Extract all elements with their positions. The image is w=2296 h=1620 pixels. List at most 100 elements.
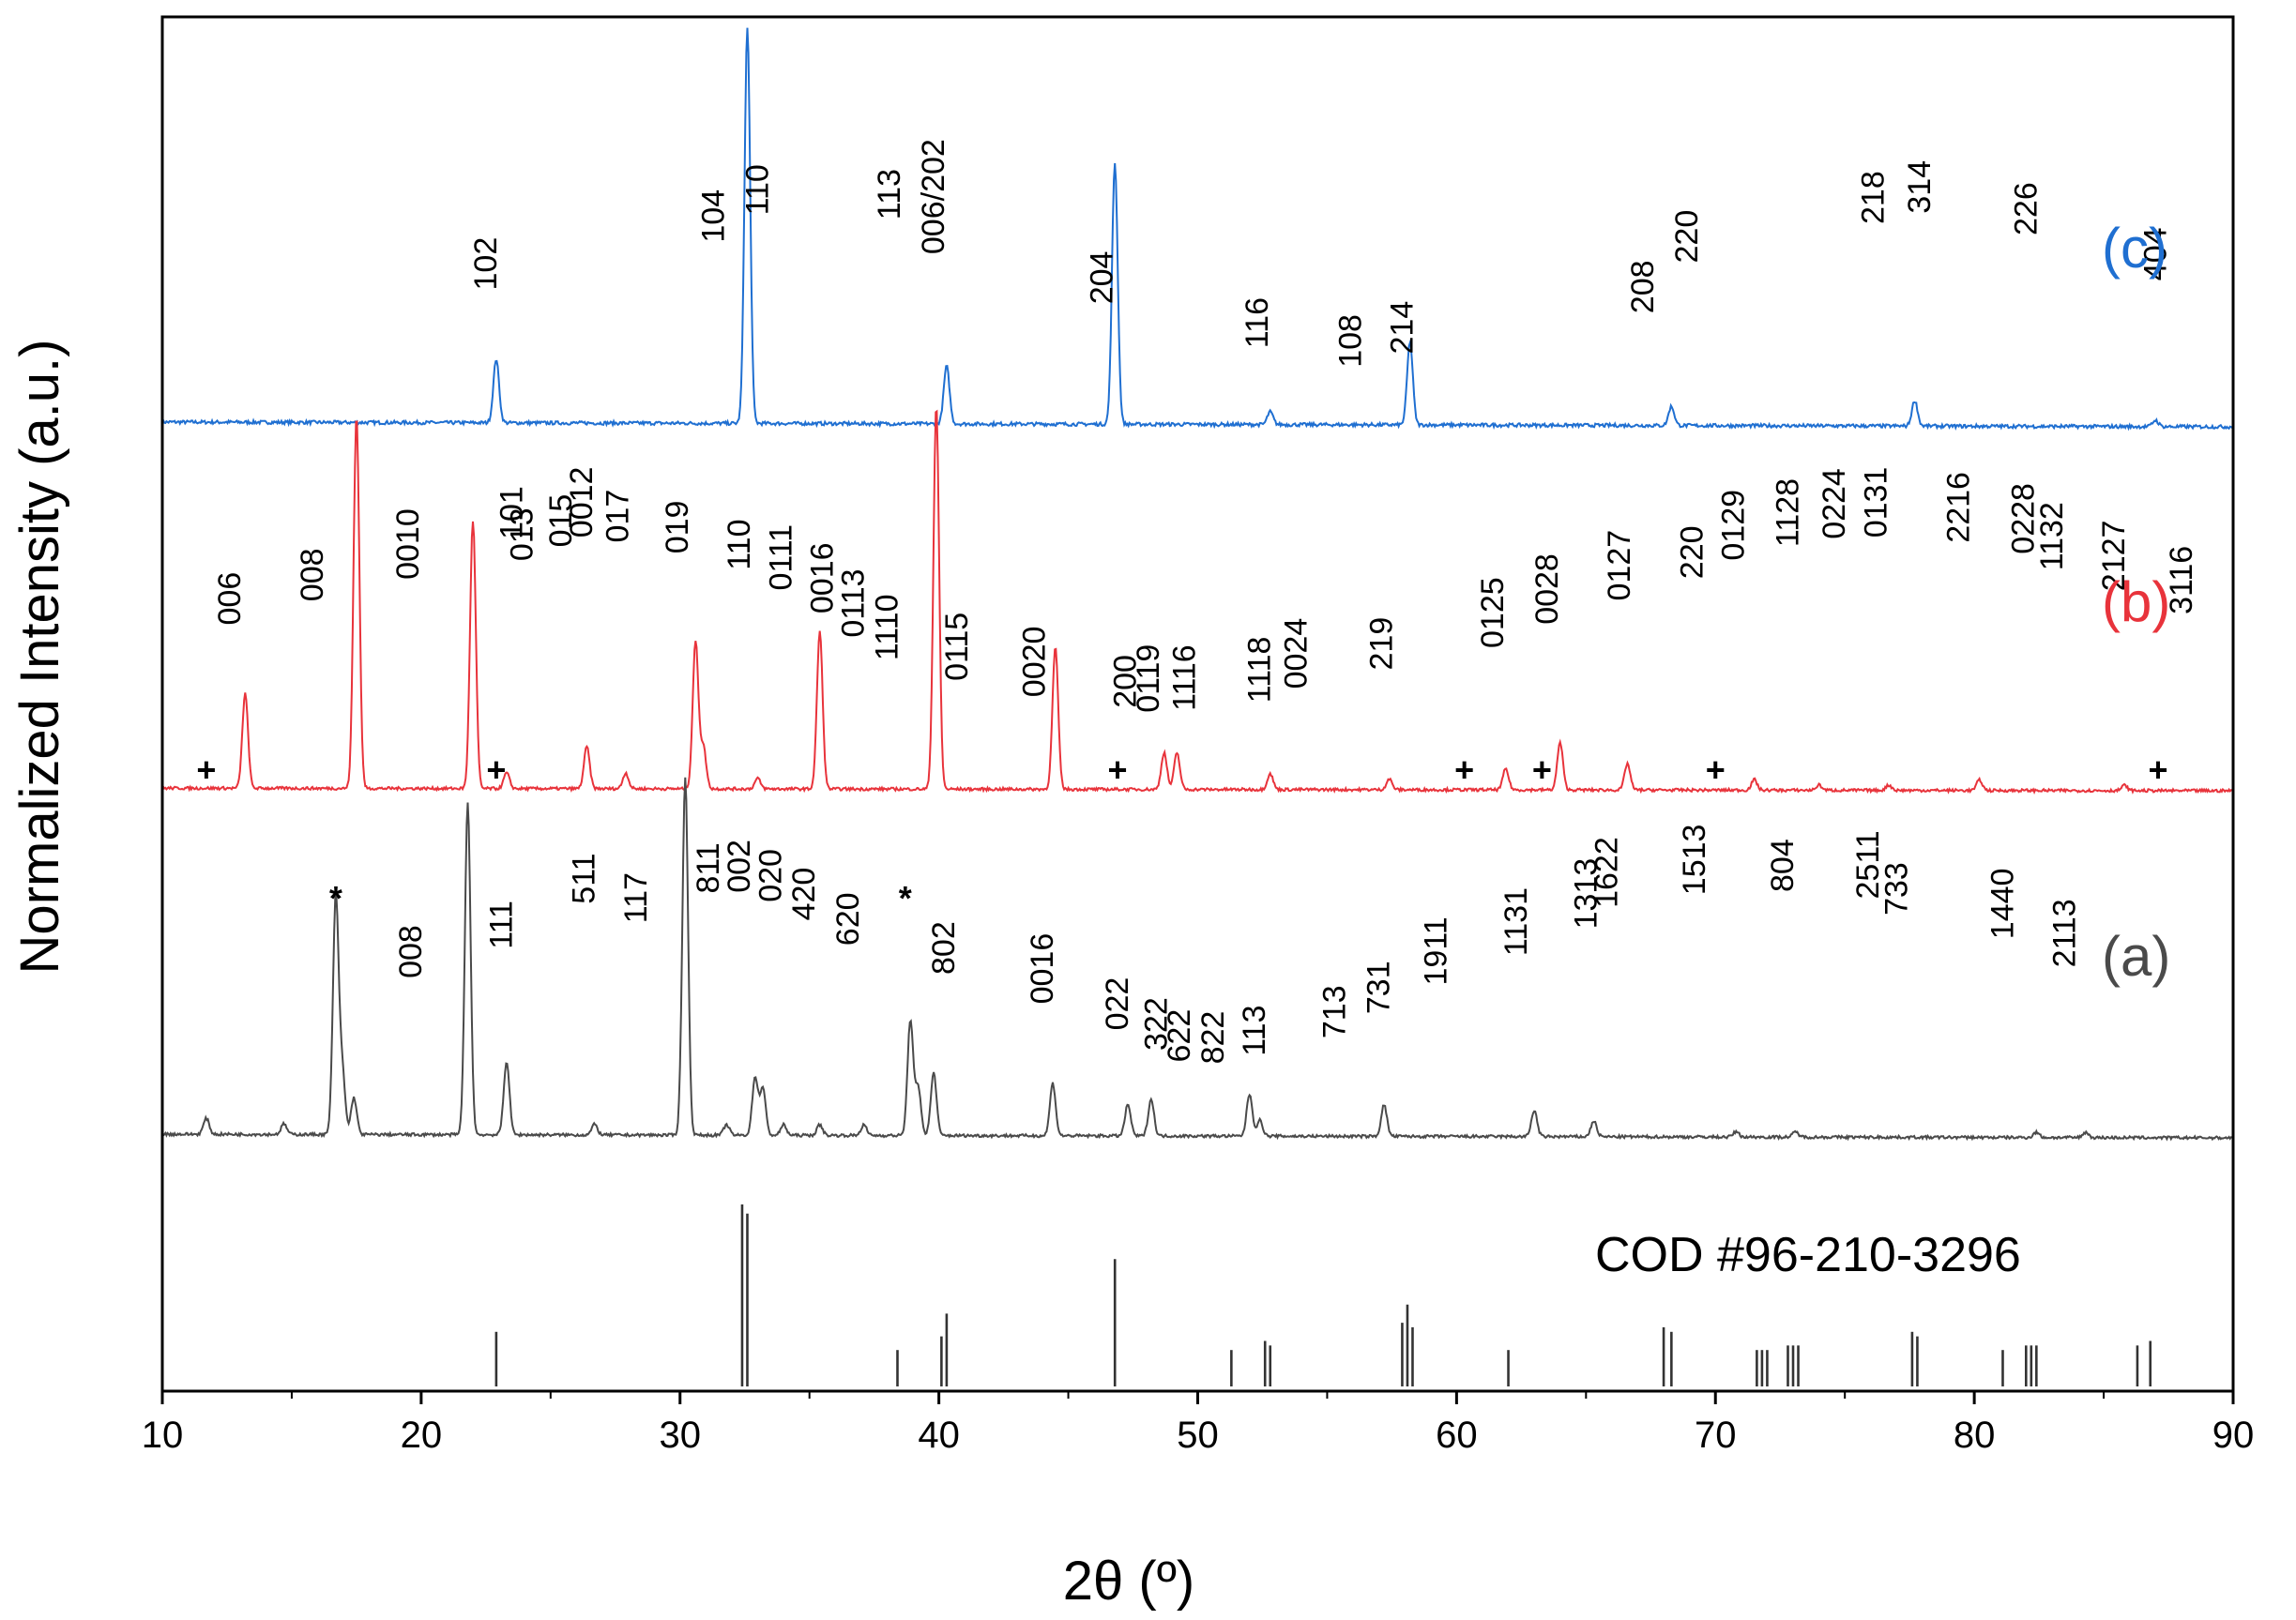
marker-symbol: + [1706, 750, 1726, 789]
peak-label: 214 [1385, 301, 1421, 355]
peak-label: 0113 [836, 568, 872, 637]
peak-label: 0129 [1716, 490, 1752, 561]
x-tick-label: 80 [1954, 1415, 1996, 1456]
x-tick-label: 10 [142, 1415, 184, 1456]
x-tick-label: 60 [1436, 1415, 1478, 1456]
peak-label: 008 [295, 548, 330, 601]
y-axis-label: Normalized Intensity (a.u.) [9, 340, 70, 975]
x-tick-label: 70 [1695, 1415, 1737, 1456]
x-tick-label: 40 [918, 1415, 960, 1456]
peak-label: 2113 [2047, 899, 2083, 967]
peak-label: 620 [830, 892, 866, 946]
traces-layer [161, 27, 2234, 1142]
peak-label: 713 [1317, 985, 1353, 1038]
peak-label: 0127 [1602, 530, 1637, 601]
marker-symbol: + [486, 750, 506, 789]
x-tick-label: 90 [2212, 1415, 2255, 1456]
peak-label: 802 [926, 921, 962, 975]
peak-label: 111 [483, 901, 519, 949]
peak-label: 220 [1675, 525, 1711, 579]
peak-label: 218 [1856, 171, 1892, 224]
marker-symbol: + [2148, 750, 2167, 789]
x-tick-label: 20 [401, 1415, 443, 1456]
peak-label: 404 [2137, 227, 2173, 280]
peak-label: 1622 [1589, 837, 1624, 908]
peak-label: 208 [1625, 260, 1661, 313]
peak-label: 1110 [870, 595, 905, 661]
peak-label: 0020 [1017, 627, 1053, 698]
peak-label: 002 [722, 840, 757, 893]
peak-label: 113 [872, 169, 907, 220]
peak-label: 733 [1878, 862, 1914, 916]
peak-label: 622 [1162, 1009, 1197, 1063]
peak-label: 104 [696, 189, 732, 243]
peak-label: 0016 [805, 542, 841, 613]
peak-label: 006 [212, 572, 248, 626]
peak-label: 0115 [939, 613, 975, 681]
panel-label-c: (c) [2102, 217, 2167, 280]
peak-label: 008 [393, 925, 429, 978]
trace-c [161, 27, 2234, 431]
reference-label: COD #96-210-3296 [1595, 1228, 2021, 1282]
trace-b [161, 409, 2234, 795]
marker-symbol: + [1454, 750, 1474, 789]
peak-label: 811 [691, 842, 726, 893]
peak-label: 110 [740, 164, 776, 215]
peak-label: 113 [1237, 1005, 1272, 1055]
peak-label: 020 [753, 849, 788, 902]
peak-label: 117 [618, 872, 654, 923]
peak-label: 0012 [564, 467, 600, 538]
peak-label: 0024 [1278, 618, 1314, 689]
peak-label: 2511 [1850, 830, 1886, 899]
peak-label: 1313 [1568, 858, 1604, 930]
peak-label: 102 [468, 237, 504, 291]
peak-label: 022 [1100, 977, 1135, 1031]
peak-label: 1440 [1985, 869, 2021, 940]
peak-label: 013 [505, 507, 540, 561]
peak-label: 0111 [763, 524, 798, 591]
panel-label-a: (a) [2102, 925, 2170, 988]
peak-label: 2216 [1941, 472, 1977, 543]
peak-label: 108 [1332, 314, 1368, 368]
peak-label: 1118 [1242, 637, 1278, 704]
marker-symbol: + [196, 750, 216, 789]
peak-label: 017 [601, 490, 636, 543]
peak-label: 0016 [1025, 933, 1060, 1005]
peak-label: 101 [494, 486, 530, 539]
peak-label: 1131 [1498, 887, 1534, 956]
peak-label: 226 [2008, 182, 2044, 235]
peak-label: 0131 [1858, 467, 1893, 538]
panel-label-b: (b) [2102, 570, 2170, 633]
peak-label: 822 [1195, 1011, 1231, 1065]
peak-label: 314 [1902, 160, 1938, 214]
x-axis-label: 2θ (º) [1063, 1551, 1194, 1612]
trace-a [161, 777, 2234, 1142]
peak-label: 200 [1107, 655, 1143, 708]
marker-symbol: + [1532, 750, 1552, 789]
peak-label: 1513 [1677, 825, 1712, 896]
x-tick-label: 30 [660, 1415, 702, 1456]
peak-label: 1132 [2034, 502, 2070, 570]
peak-label: 3116 [2164, 546, 2199, 614]
peak-label: 0224 [1817, 468, 1852, 539]
peak-label: 204 [1085, 251, 1120, 305]
peak-label: 116 [1239, 297, 1275, 348]
peak-label: 731 [1361, 961, 1397, 1014]
peak-label: 220 [1669, 210, 1705, 264]
reference-sticks [494, 1204, 2152, 1386]
peak-label: 0228 [2006, 483, 2042, 554]
peak-label: 0119 [1131, 644, 1166, 713]
peak-label: 015 [543, 494, 579, 548]
peak-label: 511 [567, 853, 602, 903]
peak-label: 0125 [1475, 577, 1511, 648]
peak-label: 1128 [1771, 478, 1806, 547]
peak-label: 019 [660, 501, 695, 554]
plot-frame: 10 20 30 40 50 60 70 80 90 [142, 15, 2255, 1456]
marker-symbol: * [899, 879, 912, 917]
x-tick-label: 50 [1177, 1415, 1219, 1456]
marker-symbol: * [329, 879, 342, 917]
peak-label: 2127 [2096, 521, 2132, 592]
peak-label: 110 [722, 519, 757, 569]
